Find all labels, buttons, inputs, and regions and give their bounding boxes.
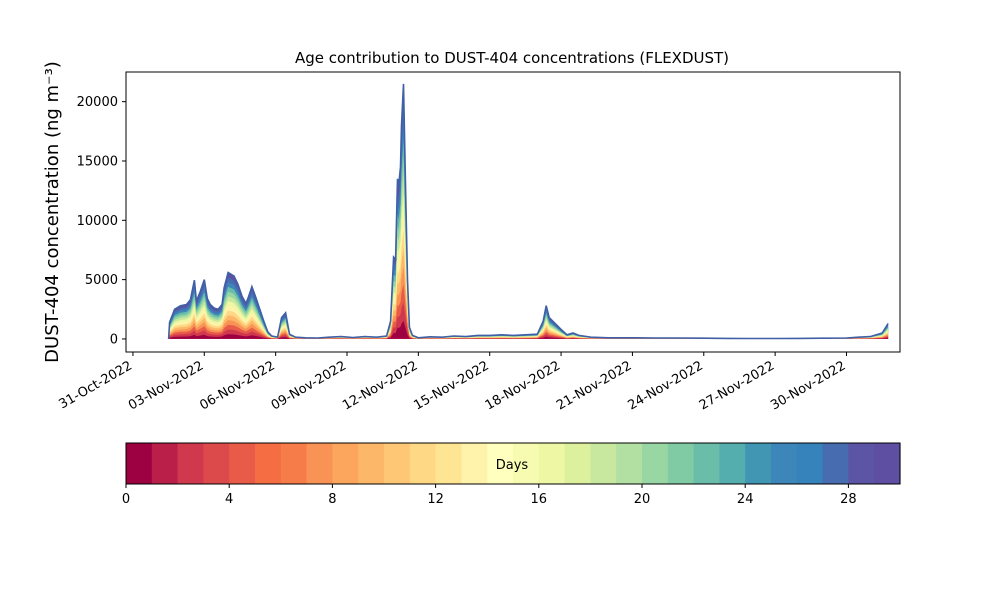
colorbar-tick-label: 12 xyxy=(427,492,444,507)
colorbar-cell xyxy=(280,443,308,484)
y-axis-label: DUST-404 concentration (ng m⁻³) xyxy=(42,61,63,363)
colorbar-cell xyxy=(822,443,849,484)
colorbar-tick-label: 4 xyxy=(225,492,233,507)
colorbar-tick-label: 16 xyxy=(531,492,548,507)
x-tick-label: 03-Nov-2022 xyxy=(126,358,206,413)
colorbar-tick-label: 8 xyxy=(328,492,336,507)
x-tick-label: 21-Nov-2022 xyxy=(554,358,634,413)
x-tick-label: 09-Nov-2022 xyxy=(269,358,349,413)
colorbar-cell xyxy=(229,443,256,484)
colorbar-cell xyxy=(590,443,617,484)
plot-frame xyxy=(125,71,901,353)
colorbar-cell xyxy=(667,443,695,484)
colorbar-cell xyxy=(177,443,204,484)
colorbar-cell xyxy=(332,443,359,484)
x-tick-label: 12-Nov-2022 xyxy=(340,358,420,413)
x-tick-label: 18-Nov-2022 xyxy=(483,358,563,413)
colorbar-cell xyxy=(306,443,333,484)
colorbar-cell xyxy=(461,443,488,484)
colorbar-cell xyxy=(771,443,798,484)
colorbar-label: Days xyxy=(496,458,529,473)
colorbar-cell xyxy=(487,443,514,484)
colorbar-cell xyxy=(616,443,643,484)
colorbar-cell xyxy=(693,443,720,484)
colorbar-tick-label: 28 xyxy=(840,492,857,507)
colorbar-cell xyxy=(642,443,669,484)
colorbar-cell xyxy=(409,443,437,484)
x-tick-label: 27-Nov-2022 xyxy=(697,358,777,413)
colorbar-cell xyxy=(564,443,591,484)
colorbar: Days 0 4 8 12 16 20 24 28 xyxy=(122,442,901,507)
x-tick-label: 15-Nov-2022 xyxy=(411,358,491,413)
colorbar-cell xyxy=(203,443,230,484)
colorbar-cell xyxy=(151,443,179,484)
colorbar-cell xyxy=(796,443,824,484)
colorbar-cell xyxy=(358,443,385,484)
y-tick-label: 10000 xyxy=(77,214,118,229)
y-tick-label: 5000 xyxy=(85,273,118,288)
chart-title: Age contribution to DUST-404 concentrati… xyxy=(295,49,729,67)
colorbar-frame xyxy=(125,442,901,485)
x-axis: 31-Oct-202203-Nov-202206-Nov-202209-Nov-… xyxy=(57,352,848,414)
y-tick-label: 0 xyxy=(110,332,118,347)
plot-area xyxy=(125,71,901,353)
colorbar-cell xyxy=(126,443,153,484)
colorbar-cell xyxy=(513,443,540,484)
colorbar-ticks: 0 4 8 12 16 20 24 28 xyxy=(122,484,857,507)
colorbar-cell xyxy=(848,443,875,484)
colorbar-cell xyxy=(384,443,411,484)
colorbar-cell xyxy=(874,443,901,484)
colorbar-cell xyxy=(255,443,282,484)
x-tick-label: 06-Nov-2022 xyxy=(197,358,277,413)
x-tick-label: 30-Nov-2022 xyxy=(768,358,848,413)
y-axis: 0 5000 10000 15000 20000 xyxy=(77,95,126,347)
x-tick-label: 31-Oct-2022 xyxy=(57,358,135,412)
colorbar-cell xyxy=(719,443,746,484)
colorbar-tick-label: 20 xyxy=(634,492,651,507)
x-tick-label: 24-Nov-2022 xyxy=(626,358,706,413)
total-concentration-line xyxy=(167,83,889,340)
colorbar-tick-label: 24 xyxy=(737,492,754,507)
age-band-area xyxy=(168,302,889,339)
colorbar-cells xyxy=(126,443,901,484)
colorbar-cell xyxy=(745,443,772,484)
colorbar-tick-label: 0 xyxy=(122,492,130,507)
age-band-area xyxy=(168,320,889,339)
y-tick-label: 15000 xyxy=(77,154,118,169)
colorbar-cell xyxy=(435,443,462,484)
colorbar-cell xyxy=(538,443,566,484)
y-tick-label: 20000 xyxy=(77,95,118,110)
series-layer xyxy=(167,83,889,340)
